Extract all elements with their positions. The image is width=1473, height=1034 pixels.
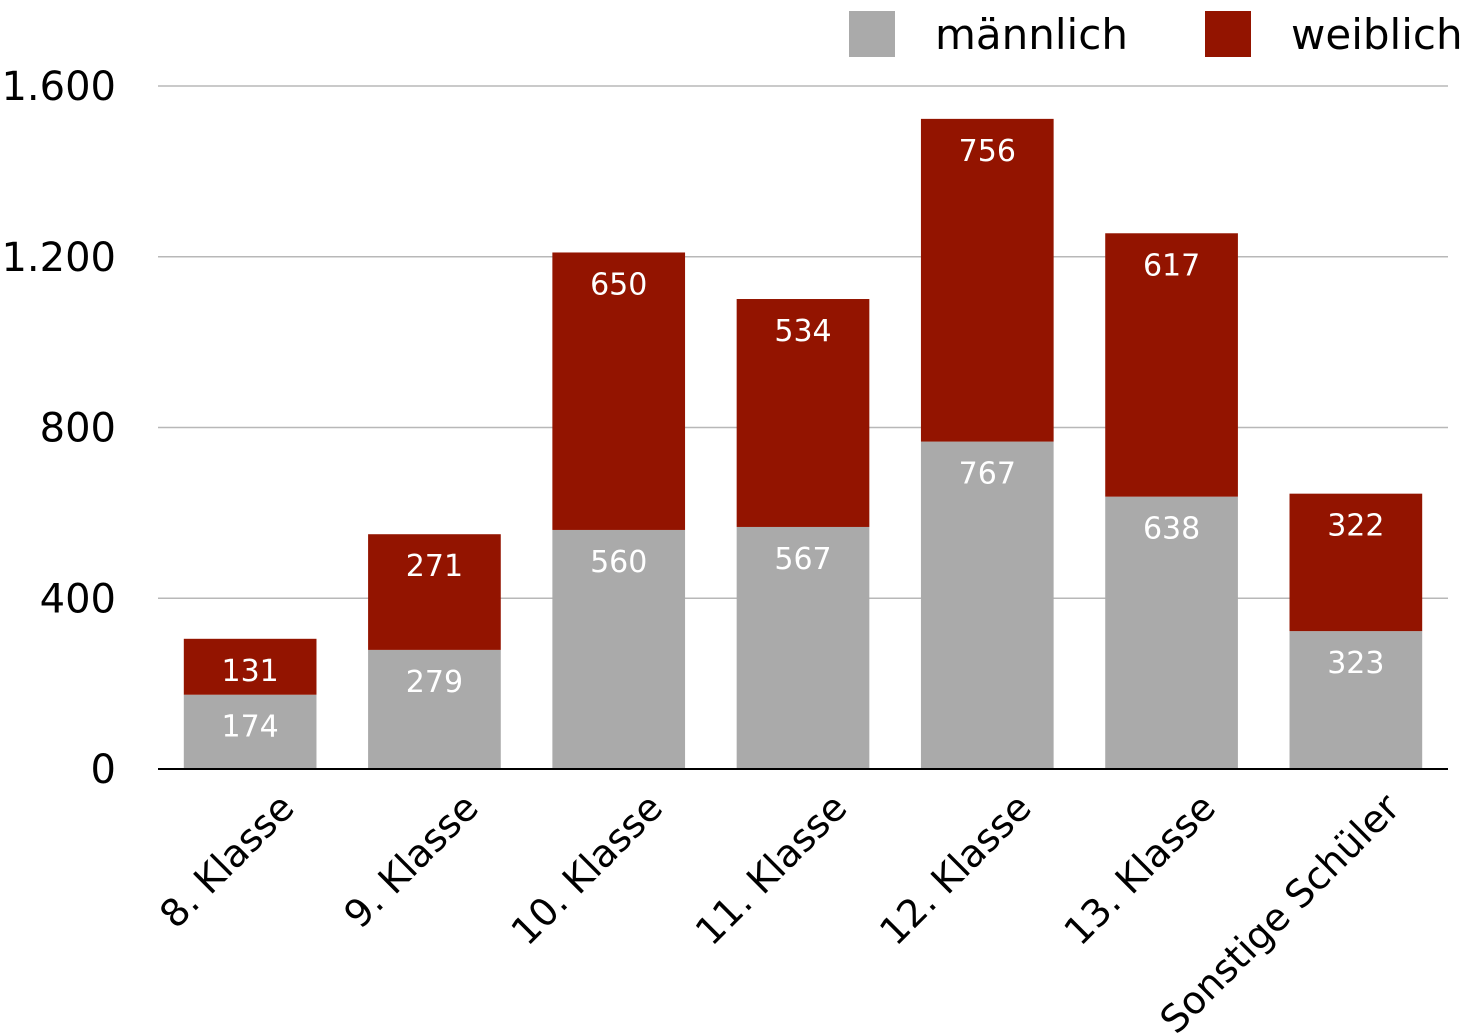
legend: männlich weiblich	[849, 10, 1463, 59]
y-tick-label: 1.200	[1, 235, 116, 281]
data-label: 322	[1327, 509, 1384, 544]
data-label: 323	[1327, 646, 1384, 681]
data-label: 279	[406, 665, 463, 700]
data-label: 767	[959, 457, 1016, 492]
x-category-label: 11. Klasse	[687, 785, 855, 953]
data-label: 567	[774, 542, 831, 577]
bars: 174 131 279 271 560 650 567 534 767 756 638 617 323 3…	[184, 119, 1422, 769]
x-category-label: 13. Klasse	[1055, 785, 1223, 953]
x-category-label: 9. Klasse	[335, 785, 486, 936]
legend-label: männlich	[935, 10, 1128, 59]
y-tick-label: 0	[91, 747, 116, 793]
data-label: 756	[959, 134, 1016, 169]
legend-label: weiblich	[1291, 10, 1463, 59]
x-category-label: 12. Klasse	[871, 785, 1039, 953]
x-category-label: 10. Klasse	[503, 785, 671, 953]
data-label: 560	[590, 545, 647, 580]
data-label: 650	[590, 267, 647, 302]
data-label: 131	[222, 654, 279, 689]
data-label: 271	[406, 549, 463, 584]
y-tick-label: 800	[40, 406, 116, 452]
x-category-label: 8. Klasse	[151, 785, 302, 936]
legend-swatch	[849, 11, 895, 57]
legend-swatch	[1205, 11, 1251, 57]
data-label: 638	[1143, 512, 1200, 547]
data-label: 534	[774, 314, 831, 349]
y-tick-label: 400	[40, 576, 116, 622]
y-tick-label: 1.600	[1, 64, 116, 110]
data-label: 617	[1143, 248, 1200, 283]
data-label: 174	[222, 710, 279, 745]
